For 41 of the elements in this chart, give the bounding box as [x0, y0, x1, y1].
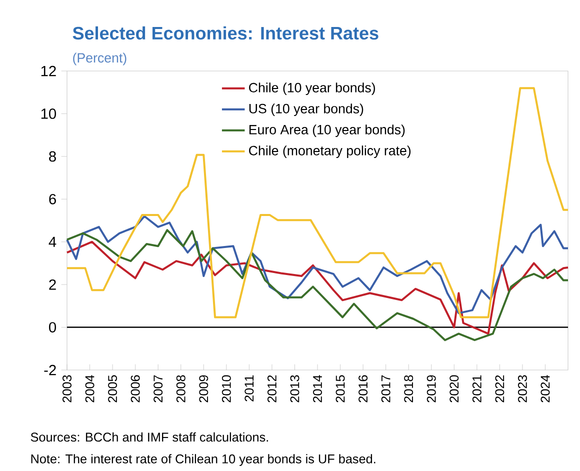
- x-tick-label: 2021: [472, 375, 482, 402]
- x-tick-label: 2007: [154, 375, 163, 402]
- y-tick-label: 0: [49, 322, 56, 332]
- chart-subtitle: (Percent): [73, 52, 126, 66]
- line-series: [66, 240, 570, 335]
- line-series: [66, 215, 570, 314]
- x-tick-label: 2024: [540, 375, 550, 402]
- x-tick-label: 2023: [518, 375, 527, 402]
- y-tick-label: 6: [49, 194, 56, 204]
- x-tick-label: 2022: [495, 375, 504, 402]
- y-tick-label: 12: [41, 66, 56, 76]
- legend-label: US (10 year bonds): [249, 104, 364, 116]
- x-tick-label: 2004: [85, 375, 94, 402]
- x-tick-label: 2014: [313, 375, 322, 402]
- x-tick-label: 2016: [358, 375, 368, 402]
- chart-title: Selected Economies: Interest Rates: [72, 26, 378, 40]
- y-tick-label: 4: [48, 236, 56, 247]
- x-tick-label: 2010: [222, 375, 231, 402]
- y-tick-label: 10: [41, 108, 56, 119]
- x-tick-label: 2017: [381, 375, 390, 402]
- x-tick-label: 2009: [199, 375, 208, 402]
- x-tick-label: 2018: [404, 375, 414, 402]
- x-tick-label: 2019: [426, 375, 436, 402]
- x-tick-label: 2008: [176, 375, 186, 402]
- y-tick-label: 8: [49, 151, 56, 162]
- legend-label: Chile (monetary policy rate): [249, 146, 411, 158]
- line-series: [66, 229, 570, 342]
- x-tick-label: 2020: [450, 375, 459, 402]
- x-tick-label: 2011: [244, 375, 254, 402]
- x-tick-label: 2006: [130, 375, 140, 402]
- legend-label: Chile (10 year bonds): [249, 82, 375, 95]
- source-note: Sources: BCCh and IMF staff calculations.: [30, 432, 268, 442]
- x-tick-label: 2015: [336, 375, 345, 402]
- x-tick-label: 2013: [290, 375, 300, 402]
- x-tick-label: 2012: [267, 375, 276, 402]
- legend-label: Euro Area (10 year bonds): [249, 124, 405, 137]
- text: Note: The interest rate of Chilean 10 year bonds is UF based.: [31, 454, 376, 466]
- y-tick-label: -2: [44, 364, 56, 376]
- x-tick-label: 2005: [108, 375, 118, 402]
- x-tick-label: 2003: [62, 375, 72, 402]
- y-tick-label: 2: [49, 279, 56, 290]
